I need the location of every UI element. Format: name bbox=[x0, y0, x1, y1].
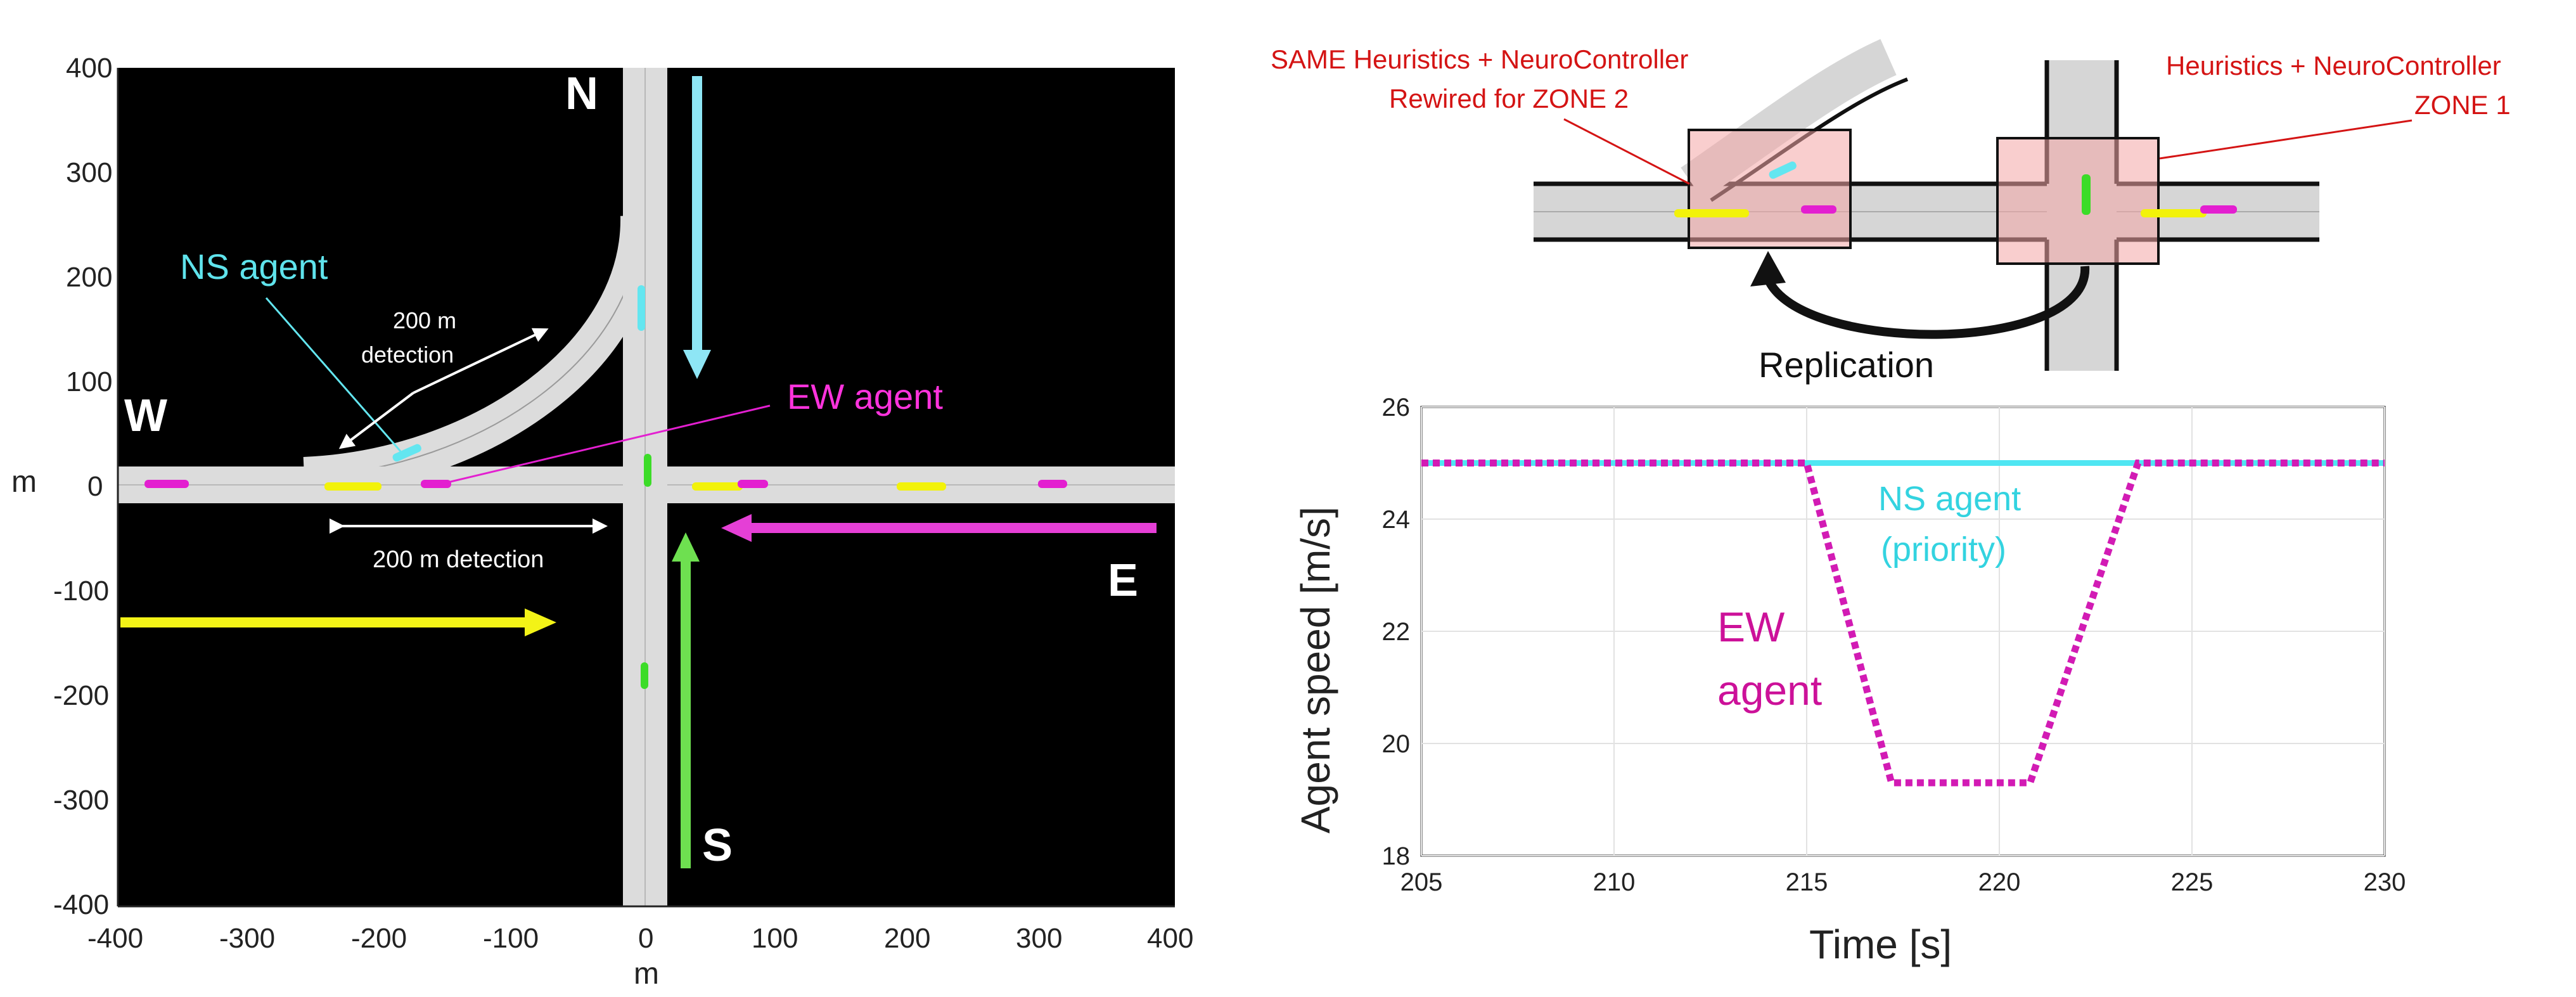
chart-x-tick: 210 bbox=[1593, 868, 1636, 896]
speed-chart: 205 210 215 220 225 230 26 24 22 20 18 NS agent (p… bbox=[1293, 394, 2406, 967]
map-y-tick: -300 bbox=[53, 785, 109, 816]
vehicle-magenta bbox=[2200, 205, 2237, 214]
curve-detection-arrow-upper bbox=[413, 328, 549, 394]
vehicle-cyan bbox=[1769, 161, 1797, 179]
s-flow-arrowhead bbox=[672, 532, 700, 562]
chart-x-axis-label: Time [s] bbox=[1809, 922, 1952, 967]
chart-x-tick: 230 bbox=[2364, 868, 2406, 896]
chart-x-tick: 225 bbox=[2171, 868, 2214, 896]
dir-s-label: S bbox=[702, 820, 733, 871]
vehicle-cyan bbox=[638, 285, 645, 331]
map-y-axis-label: m bbox=[11, 465, 37, 499]
ns-series-label-1: NS agent bbox=[1878, 480, 2021, 518]
road-map: N W E S NS agent EW agent 200 m detectio… bbox=[118, 68, 1175, 906]
ew-agent-label: EW agent bbox=[787, 376, 943, 416]
ns-agent-pointer bbox=[265, 297, 402, 452]
vehicle-green bbox=[2082, 174, 2091, 215]
w-flow-arrowhead bbox=[525, 608, 556, 636]
map-y-tick: 200 bbox=[66, 262, 112, 293]
map-x-tick: 400 bbox=[1147, 923, 1193, 954]
vehicle-yellow bbox=[2141, 209, 2207, 217]
map-y-tick: -400 bbox=[53, 889, 109, 920]
chart-y-tick: 24 bbox=[1382, 506, 1411, 534]
chart-y-tick: 26 bbox=[1382, 394, 1411, 421]
vehicle-magenta bbox=[144, 480, 189, 488]
zone-2-label-2: Rewired for ZONE 2 bbox=[1389, 84, 1629, 113]
chart-series bbox=[1421, 460, 2385, 787]
zone-1-label-1: Heuristics + NeuroController bbox=[2166, 51, 2501, 80]
map-x-tick: 300 bbox=[1016, 923, 1062, 954]
vehicle-yellow bbox=[324, 482, 381, 491]
ns-road-edge-left bbox=[618, 503, 623, 906]
map-x-tick: -400 bbox=[87, 923, 143, 954]
e-flow-arrowhead bbox=[721, 514, 752, 542]
replication-arrowhead bbox=[1750, 251, 1786, 286]
vehicle-magenta bbox=[421, 480, 451, 488]
chart-x-tick: 220 bbox=[1978, 868, 2021, 896]
ew-agent-speed-line bbox=[1421, 460, 2385, 787]
ns-series-label-2: (priority) bbox=[1881, 531, 2006, 569]
chart-x-tick: 205 bbox=[1400, 868, 1443, 896]
map-y-tick: 0 bbox=[87, 471, 103, 502]
zone-schematic: SAME Heuristics + NeuroController Rewire… bbox=[1271, 39, 2511, 385]
map-x-tick: 0 bbox=[638, 923, 653, 954]
ns-flow-arrowhead bbox=[683, 350, 711, 379]
map-x-tick: -100 bbox=[483, 923, 539, 954]
zone-2-box bbox=[1688, 129, 1852, 249]
curve-detection-label-1: 200 m bbox=[393, 307, 456, 333]
map-x-tick: -200 bbox=[351, 923, 407, 954]
map-y-tick: 300 bbox=[66, 157, 112, 188]
dir-w-label: W bbox=[124, 390, 167, 441]
map-x-axis-label: m bbox=[634, 957, 659, 991]
dir-n-label: N bbox=[565, 68, 598, 119]
chart-y-tick: 20 bbox=[1382, 730, 1411, 758]
vehicle-green bbox=[641, 662, 648, 689]
chart-ticks: 205 210 215 220 225 230 26 24 22 20 18 bbox=[1382, 394, 2406, 896]
zone-2-pointer bbox=[1563, 118, 1690, 185]
map-y-tick: 100 bbox=[66, 366, 112, 397]
vehicle-cyan bbox=[392, 444, 421, 462]
chart-y-tick: 22 bbox=[1382, 618, 1411, 646]
map-axes: 400 300 200 100 0 -100 -200 -300 -400 m … bbox=[11, 53, 1193, 991]
map-x-tick: -300 bbox=[219, 923, 275, 954]
vehicle-green bbox=[644, 454, 651, 487]
chart-y-axis-label: Agent speed [m/s] bbox=[1293, 506, 1338, 833]
vehicle-magenta bbox=[738, 480, 768, 488]
ew-agent-pointer bbox=[437, 404, 771, 486]
zone-1-label-2: ZONE 1 bbox=[2414, 90, 2511, 120]
replication-label: Replication bbox=[1759, 345, 1934, 385]
zone-2-label-1: SAME Heuristics + NeuroController bbox=[1271, 44, 1688, 74]
vehicle-magenta bbox=[1801, 205, 1836, 214]
vehicle-yellow bbox=[1674, 209, 1749, 217]
zone-1-box bbox=[1996, 137, 2160, 265]
zone-1-pointer bbox=[2159, 119, 2413, 160]
ns-agent-label: NS agent bbox=[180, 247, 328, 286]
chart-grid bbox=[1421, 406, 2385, 856]
map-y-tick: -100 bbox=[53, 576, 109, 607]
vehicle-magenta bbox=[1038, 480, 1067, 488]
curve-detection-label-2: detection bbox=[361, 342, 454, 368]
curve-detection-arrow bbox=[338, 392, 414, 449]
chart-x-tick: 215 bbox=[1786, 868, 1828, 896]
ew-series-label-1: EW bbox=[1717, 603, 1785, 650]
vehicle-yellow bbox=[692, 482, 743, 491]
map-x-tick: 100 bbox=[752, 923, 798, 954]
chart-y-tick: 18 bbox=[1382, 842, 1411, 870]
map-y-tick: -200 bbox=[53, 680, 109, 711]
map-y-tick: 400 bbox=[66, 53, 112, 84]
replication-arrow bbox=[1764, 266, 2090, 339]
horizontal-detection-label: 200 m detection bbox=[373, 546, 544, 573]
map-x-tick: 200 bbox=[884, 923, 930, 954]
vehicle-yellow bbox=[897, 482, 946, 491]
dir-e-label: E bbox=[1108, 555, 1138, 606]
ew-series-label-2: agent bbox=[1717, 667, 1822, 714]
ns-road-edge-right bbox=[667, 503, 672, 906]
